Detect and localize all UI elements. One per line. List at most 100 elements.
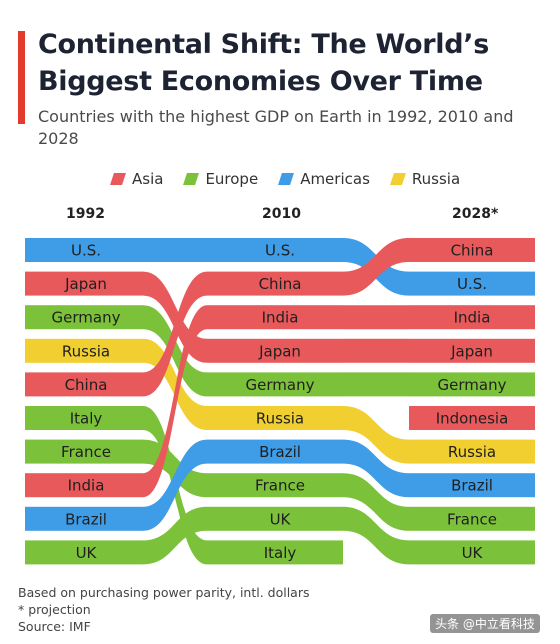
label-france-1992: France bbox=[61, 443, 111, 461]
connector-japan-2010-2028 bbox=[343, 338, 409, 363]
connector-france-1992-2010 bbox=[143, 439, 207, 498]
chart-footer: Based on purchasing power parity, intl. … bbox=[18, 584, 310, 635]
label-u-s-2010: U.S. bbox=[265, 242, 295, 260]
label-russia-2028: Russia bbox=[448, 443, 496, 461]
bar-brazil-2010 bbox=[207, 439, 343, 464]
legend-swatch-russia bbox=[389, 173, 406, 185]
label-india-2028: India bbox=[454, 309, 491, 327]
bar-russia-2010 bbox=[207, 406, 343, 430]
label-uk-2010: UK bbox=[270, 510, 292, 528]
connector-uk-1992-2010 bbox=[143, 506, 207, 565]
label-brazil-1992: Brazil bbox=[65, 510, 107, 528]
legend-swatch-americas bbox=[278, 173, 295, 185]
bar-japan-2010 bbox=[207, 338, 343, 363]
bar-italy-1992 bbox=[25, 406, 143, 430]
year-label-2028: 2028* bbox=[452, 206, 499, 222]
connector-india-1992-2010 bbox=[143, 305, 207, 498]
label-russia-1992: Russia bbox=[62, 342, 110, 360]
label-china-2010: China bbox=[259, 275, 302, 293]
footnote-projection: * projection bbox=[18, 602, 91, 617]
legend-swatch-asia bbox=[110, 173, 126, 185]
label-japan-1992: Japan bbox=[64, 275, 107, 293]
label-france-2028: France bbox=[447, 510, 497, 528]
legend-swatch-europe bbox=[183, 173, 200, 185]
bar-japan-2028 bbox=[409, 338, 535, 363]
year-label-1992: 1992 bbox=[66, 206, 105, 222]
legend-item-russia: Russia bbox=[389, 170, 461, 188]
bar-italy-2010 bbox=[207, 540, 343, 565]
label-japan-2010: Japan bbox=[258, 342, 301, 360]
bar-france-2028 bbox=[409, 506, 535, 531]
connector-brazil-2010-2028 bbox=[343, 439, 409, 498]
legend-label-asia: Asia bbox=[132, 170, 164, 188]
label-china-2028: China bbox=[451, 242, 494, 260]
connector-france-2010-2028 bbox=[343, 473, 409, 531]
connector-russia-2010-2028 bbox=[343, 406, 409, 464]
bar-uk-2010 bbox=[207, 506, 343, 531]
label-italy-2010: Italy bbox=[264, 544, 297, 562]
label-china-1992: China bbox=[65, 376, 108, 394]
source-note: Source: IMF bbox=[18, 619, 91, 634]
bar-china-2010 bbox=[207, 271, 343, 296]
connector-brazil-1992-2010 bbox=[143, 439, 207, 531]
bar-india-2010 bbox=[207, 305, 343, 330]
bar-india-2028 bbox=[409, 305, 535, 330]
bar-china-2028 bbox=[409, 238, 535, 262]
connector-germany-1992-2010 bbox=[143, 305, 207, 397]
label-germany-1992: Germany bbox=[52, 309, 121, 327]
connector-china-2010-2028 bbox=[343, 238, 409, 296]
connector-uk-2010-2028 bbox=[343, 506, 409, 565]
bar-u-s-2028 bbox=[409, 271, 535, 296]
legend: Asia Europe Americas Russia bbox=[110, 168, 482, 190]
label-uk-1992: UK bbox=[76, 544, 98, 562]
chart-subtitle: Countries with the highest GDP on Earth … bbox=[38, 107, 514, 148]
label-india-1992: India bbox=[68, 477, 105, 495]
bar-germany-2028 bbox=[409, 372, 535, 397]
bar-india-1992 bbox=[25, 473, 143, 498]
connector-india-2010-2028 bbox=[343, 305, 409, 330]
bar-russia-1992 bbox=[25, 338, 143, 363]
bar-indonesia-2028 bbox=[409, 406, 535, 430]
bar-u-s-2010 bbox=[207, 238, 343, 262]
legend-label-americas: Americas bbox=[300, 170, 370, 188]
bar-brazil-1992 bbox=[25, 506, 143, 531]
connector-china-1992-2010 bbox=[143, 271, 207, 397]
bar-france-1992 bbox=[25, 439, 143, 464]
connector-germany-2010-2028 bbox=[343, 372, 409, 397]
bar-u-s-1992 bbox=[25, 238, 143, 262]
bump-chart: U.S. Japan Germany Russia China Italy France In… bbox=[25, 238, 535, 565]
label-germany-2010: Germany bbox=[246, 376, 315, 394]
chart-title: Continental Shift: The World’s Biggest E… bbox=[38, 29, 490, 97]
label-indonesia-2028: Indonesia bbox=[436, 410, 509, 428]
label-u-s-2028: U.S. bbox=[457, 275, 487, 293]
bar-brazil-2028 bbox=[409, 473, 535, 498]
bar-france-2010 bbox=[207, 473, 343, 498]
bar-russia-2028 bbox=[409, 439, 535, 464]
bar-germany-1992 bbox=[25, 305, 143, 330]
label-india-2010: India bbox=[262, 309, 299, 327]
bar-uk-1992 bbox=[25, 540, 143, 565]
bar-china-1992 bbox=[25, 372, 143, 397]
footnote-ppp: Based on purchasing power parity, intl. … bbox=[18, 585, 310, 600]
label-u-s-1992: U.S. bbox=[71, 242, 101, 260]
legend-label-russia: Russia bbox=[411, 170, 461, 188]
bar-japan-1992 bbox=[25, 271, 143, 296]
legend-label-europe: Europe bbox=[205, 170, 259, 188]
connector-u-s-1992-2010 bbox=[143, 238, 207, 262]
legend-item-americas: Americas bbox=[278, 170, 370, 188]
label-italy-1992: Italy bbox=[70, 410, 103, 428]
label-brazil-2028: Brazil bbox=[451, 477, 493, 495]
label-russia-2010: Russia bbox=[256, 410, 304, 428]
label-japan-2028: Japan bbox=[450, 342, 493, 360]
label-brazil-2010: Brazil bbox=[259, 443, 301, 461]
bar-uk-2028 bbox=[409, 540, 535, 565]
legend-item-europe: Europe bbox=[183, 170, 259, 188]
connector-russia-1992-2010 bbox=[143, 338, 207, 430]
legend-item-asia: Asia bbox=[110, 170, 164, 188]
bar-germany-2010 bbox=[207, 372, 343, 397]
label-france-2010: France bbox=[255, 477, 305, 495]
label-germany-2028: Germany bbox=[438, 376, 507, 394]
year-label-2010: 2010 bbox=[262, 206, 301, 222]
title-accent-bar bbox=[18, 31, 25, 124]
watermark: 头条 @中立看科技 bbox=[430, 614, 540, 633]
